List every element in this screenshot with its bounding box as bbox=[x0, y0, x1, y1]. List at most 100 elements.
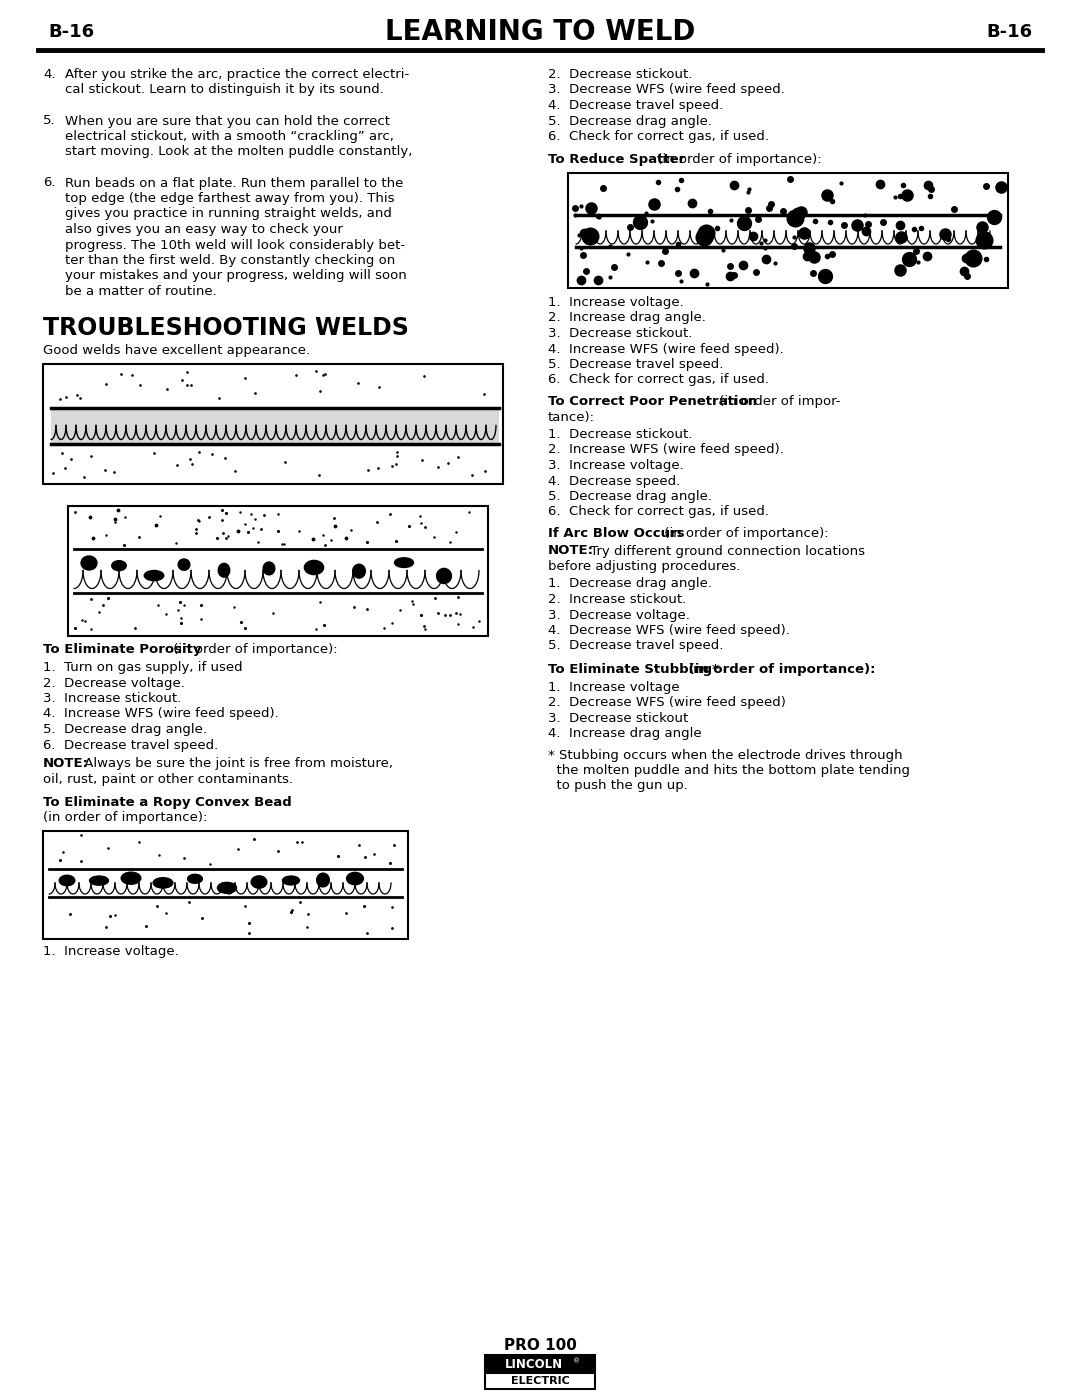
Text: (in order of impor-: (in order of impor- bbox=[715, 395, 841, 408]
Text: 3.  Decrease stickout.: 3. Decrease stickout. bbox=[548, 327, 692, 339]
Text: To Correct Poor Penetration: To Correct Poor Penetration bbox=[548, 395, 757, 408]
Text: 6.  Check for correct gas, if used.: 6. Check for correct gas, if used. bbox=[548, 373, 769, 387]
Text: 6.: 6. bbox=[43, 176, 55, 190]
Text: When you are sure that you can hold the correct: When you are sure that you can hold the … bbox=[65, 115, 390, 127]
Text: NOTE:: NOTE: bbox=[43, 757, 89, 770]
Text: 1.  Turn on gas supply, if used: 1. Turn on gas supply, if used bbox=[43, 661, 243, 673]
Text: top edge (the edge farthest away from you). This: top edge (the edge farthest away from yo… bbox=[65, 191, 394, 205]
Text: LEARNING TO WELD: LEARNING TO WELD bbox=[384, 18, 696, 46]
Text: 5.: 5. bbox=[43, 115, 56, 127]
Text: gives you practice in running straight welds, and: gives you practice in running straight w… bbox=[65, 208, 392, 221]
Text: Always be sure the joint is free from moisture,: Always be sure the joint is free from mo… bbox=[80, 757, 393, 770]
Ellipse shape bbox=[178, 559, 190, 570]
Text: TROUBLESHOOTING WELDS: TROUBLESHOOTING WELDS bbox=[43, 316, 409, 339]
Text: B-16: B-16 bbox=[48, 22, 94, 41]
Ellipse shape bbox=[81, 556, 97, 570]
Text: your mistakes and your progress, welding will soon: your mistakes and your progress, welding… bbox=[65, 270, 407, 282]
Text: 1.  Increase voltage: 1. Increase voltage bbox=[548, 680, 679, 693]
Text: After you strike the arc, practice the correct electri-: After you strike the arc, practice the c… bbox=[65, 68, 409, 81]
Bar bbox=[568, 173, 1008, 288]
Text: ELECTRIC: ELECTRIC bbox=[511, 1376, 569, 1386]
Text: progress. The 10th weld will look considerably bet-: progress. The 10th weld will look consid… bbox=[65, 239, 405, 251]
Text: NOTE:: NOTE: bbox=[548, 545, 594, 557]
Bar bbox=[43, 363, 503, 483]
Bar bbox=[68, 506, 488, 636]
Text: (in order of importance):: (in order of importance): bbox=[685, 664, 876, 676]
Text: Good welds have excellent appearance.: Good welds have excellent appearance. bbox=[43, 344, 310, 358]
Text: cal stickout. Learn to distinguish it by its sound.: cal stickout. Learn to distinguish it by… bbox=[65, 84, 383, 96]
Bar bbox=[485, 1373, 595, 1389]
Ellipse shape bbox=[347, 872, 363, 884]
Text: PRO 100: PRO 100 bbox=[503, 1337, 577, 1352]
Text: Run beads on a flat plate. Run them parallel to the: Run beads on a flat plate. Run them para… bbox=[65, 176, 403, 190]
Ellipse shape bbox=[59, 876, 75, 886]
Ellipse shape bbox=[394, 557, 414, 567]
Text: 1.  Decrease stickout.: 1. Decrease stickout. bbox=[548, 427, 692, 441]
Text: 3.  Increase stickout.: 3. Increase stickout. bbox=[43, 692, 181, 705]
Text: 2.  Increase WFS (wire feed speed).: 2. Increase WFS (wire feed speed). bbox=[548, 443, 784, 457]
Ellipse shape bbox=[218, 563, 230, 577]
Text: If Arc Blow Occurs: If Arc Blow Occurs bbox=[548, 527, 685, 541]
Text: 4.  Decrease travel speed.: 4. Decrease travel speed. bbox=[548, 99, 724, 112]
Text: the molten puddle and hits the bottom plate tending: the molten puddle and hits the bottom pl… bbox=[548, 764, 910, 777]
Text: 2.  Decrease voltage.: 2. Decrease voltage. bbox=[43, 676, 185, 690]
Text: tance):: tance): bbox=[548, 411, 595, 423]
Text: 1.  Increase voltage.: 1. Increase voltage. bbox=[43, 944, 179, 958]
Text: 5.  Decrease drag angle.: 5. Decrease drag angle. bbox=[43, 724, 207, 736]
Text: electrical stickout, with a smooth “crackling” arc,: electrical stickout, with a smooth “crac… bbox=[65, 130, 394, 142]
Ellipse shape bbox=[252, 876, 267, 888]
Text: 5.  Decrease drag angle.: 5. Decrease drag angle. bbox=[548, 115, 712, 127]
Bar bbox=[43, 831, 408, 939]
Text: 2.  Increase stickout.: 2. Increase stickout. bbox=[548, 592, 686, 606]
Text: to push the gun up.: to push the gun up. bbox=[548, 780, 688, 792]
Text: also gives you an easy way to check your: also gives you an easy way to check your bbox=[65, 224, 342, 236]
Text: To Reduce Spatter: To Reduce Spatter bbox=[548, 154, 685, 166]
Text: To Eliminate Porosity: To Eliminate Porosity bbox=[43, 644, 202, 657]
Text: 3.  Decrease stickout: 3. Decrease stickout bbox=[548, 711, 688, 725]
Text: 3.  Decrease voltage.: 3. Decrease voltage. bbox=[548, 609, 690, 622]
Ellipse shape bbox=[316, 873, 329, 887]
Text: 6.  Check for correct gas, if used.: 6. Check for correct gas, if used. bbox=[548, 506, 769, 518]
Text: 4.: 4. bbox=[43, 68, 55, 81]
Text: B-16: B-16 bbox=[986, 22, 1032, 41]
Text: ter than the first weld. By constantly checking on: ter than the first weld. By constantly c… bbox=[65, 254, 395, 267]
Ellipse shape bbox=[264, 562, 274, 574]
Text: 4.  Increase drag angle: 4. Increase drag angle bbox=[548, 726, 702, 740]
Text: 4.  Increase WFS (wire feed speed).: 4. Increase WFS (wire feed speed). bbox=[548, 342, 784, 355]
Text: 5.  Decrease drag angle.: 5. Decrease drag angle. bbox=[548, 490, 712, 503]
Text: 5.  Decrease travel speed.: 5. Decrease travel speed. bbox=[548, 358, 724, 372]
Text: (in order of importance):: (in order of importance): bbox=[43, 812, 207, 824]
Text: 4.  Increase WFS (wire feed speed).: 4. Increase WFS (wire feed speed). bbox=[43, 707, 279, 721]
Ellipse shape bbox=[153, 877, 173, 888]
Text: 1.  Decrease drag angle.: 1. Decrease drag angle. bbox=[548, 577, 712, 591]
Text: 3.  Increase voltage.: 3. Increase voltage. bbox=[548, 460, 684, 472]
Text: 1.  Increase voltage.: 1. Increase voltage. bbox=[548, 296, 684, 309]
Text: be a matter of routine.: be a matter of routine. bbox=[65, 285, 217, 298]
Text: * Stubbing occurs when the electrode drives through: * Stubbing occurs when the electrode dri… bbox=[548, 749, 903, 761]
Text: 4.  Decrease speed.: 4. Decrease speed. bbox=[548, 475, 680, 488]
Text: To Eliminate Stubbing*: To Eliminate Stubbing* bbox=[548, 664, 719, 676]
Text: (in order of importance):: (in order of importance): bbox=[660, 527, 828, 541]
Ellipse shape bbox=[188, 875, 202, 883]
Ellipse shape bbox=[145, 570, 164, 581]
Text: 6.  Check for correct gas, if used.: 6. Check for correct gas, if used. bbox=[548, 130, 769, 142]
Text: 5.  Decrease travel speed.: 5. Decrease travel speed. bbox=[548, 640, 724, 652]
Ellipse shape bbox=[90, 876, 108, 886]
Ellipse shape bbox=[436, 569, 451, 584]
Text: (in order of importance):: (in order of importance): bbox=[653, 154, 822, 166]
Text: start moving. Look at the molten puddle constantly,: start moving. Look at the molten puddle … bbox=[65, 145, 413, 158]
Text: LINCOLN: LINCOLN bbox=[505, 1358, 563, 1370]
Ellipse shape bbox=[283, 876, 299, 884]
Bar bbox=[51, 408, 499, 443]
Text: 6.  Decrease travel speed.: 6. Decrease travel speed. bbox=[43, 739, 218, 752]
Text: 2.  Increase drag angle.: 2. Increase drag angle. bbox=[548, 312, 706, 324]
Ellipse shape bbox=[305, 560, 324, 574]
Ellipse shape bbox=[353, 564, 365, 578]
Text: oil, rust, paint or other contaminants.: oil, rust, paint or other contaminants. bbox=[43, 773, 293, 785]
Ellipse shape bbox=[217, 883, 237, 893]
Text: ®: ® bbox=[573, 1358, 580, 1363]
Text: 2.  Decrease stickout.: 2. Decrease stickout. bbox=[548, 68, 692, 81]
Text: 2.  Decrease WFS (wire feed speed): 2. Decrease WFS (wire feed speed) bbox=[548, 696, 786, 710]
Bar bbox=[485, 1355, 595, 1373]
Text: 3.  Decrease WFS (wire feed speed.: 3. Decrease WFS (wire feed speed. bbox=[548, 84, 785, 96]
